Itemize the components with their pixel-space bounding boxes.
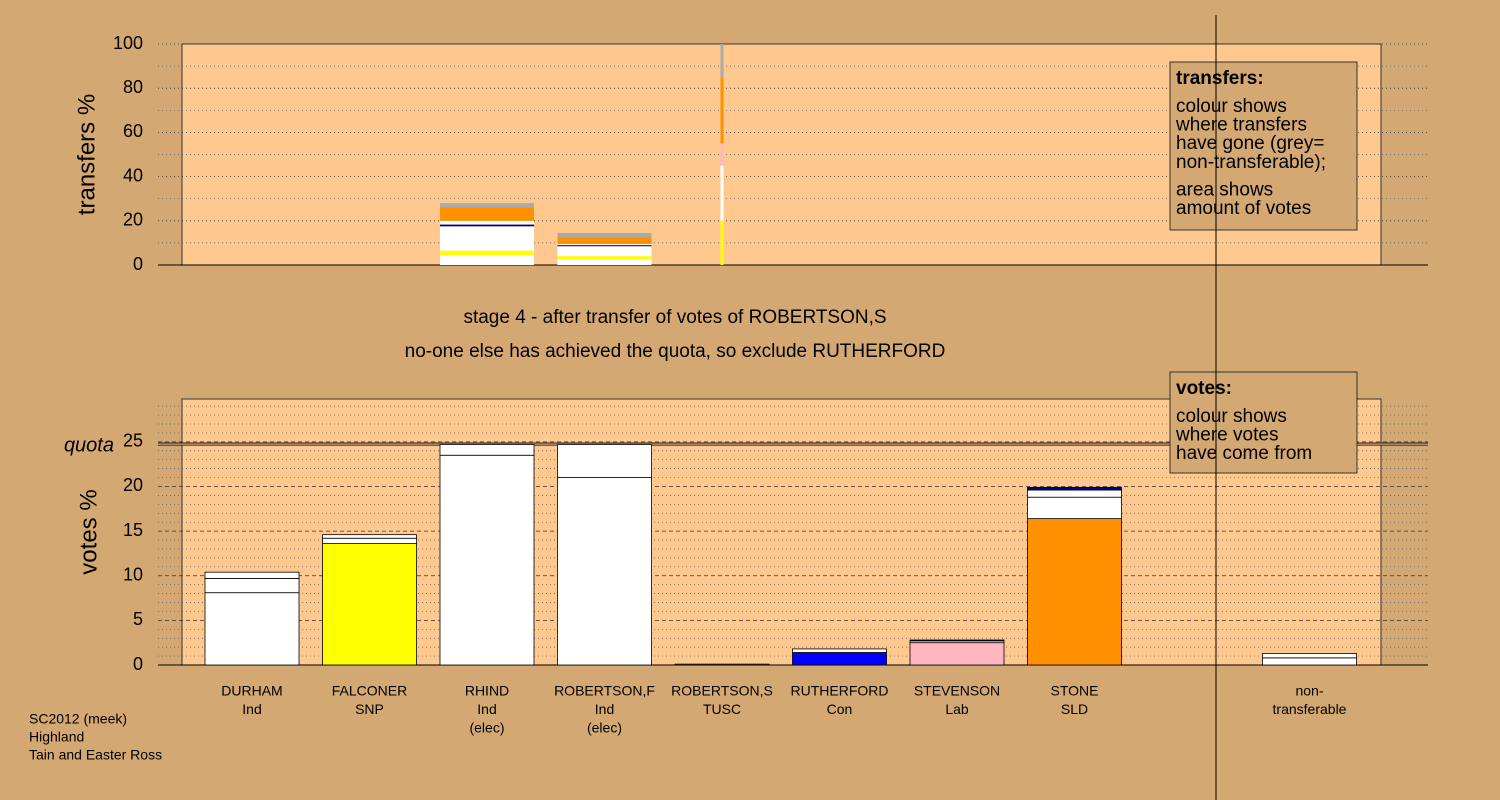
bar-segment	[1027, 496, 1122, 520]
bar-segment	[322, 537, 417, 545]
x-tick-label: RUTHERFORD	[791, 683, 889, 699]
bar-segment	[557, 244, 652, 246]
bar-segment	[557, 256, 652, 260]
y-tick-label: 20	[123, 475, 143, 495]
x-tick-label: FALCONER	[332, 683, 407, 699]
bar-segment	[720, 143, 724, 166]
bar-segment	[440, 255, 534, 265]
bar-segment	[204, 592, 300, 666]
x-tick-label: STONE	[1051, 683, 1099, 699]
x-tick-label: Ind	[595, 701, 614, 717]
x-tick-label: Lab	[945, 701, 969, 717]
x-tick-label: ROBERTSON,F	[554, 683, 655, 699]
bar-segment	[322, 534, 417, 539]
note-line: have come from	[1176, 443, 1312, 464]
y-tick-label: 100	[113, 33, 143, 53]
x-tick-label: Ind	[242, 701, 261, 717]
bar-segment	[909, 642, 1005, 666]
x-tick-label: TUSC	[703, 701, 741, 717]
bar-segment	[557, 477, 652, 666]
bar-segment	[1262, 657, 1357, 666]
x-tick-label: RHIND	[465, 683, 509, 699]
x-tick-label: (elec)	[469, 720, 504, 736]
bar-segment	[720, 220, 724, 265]
note-line: colour shows	[1176, 406, 1287, 427]
bar-segment	[440, 224, 534, 227]
note-box	[1169, 61, 1358, 231]
bar-segment	[1027, 489, 1122, 498]
y-tick-label: 20	[123, 210, 143, 230]
bar-segment	[557, 232, 652, 238]
bar-segment	[1027, 518, 1122, 666]
x-tick-label: SLD	[1061, 701, 1088, 717]
x-tick-label: DURHAM	[221, 683, 282, 699]
y-tick-label: 60	[123, 121, 143, 141]
x-tick-label: Ind	[477, 701, 496, 717]
footer-line: Highland	[29, 729, 84, 745]
x-tick-label: Con	[827, 701, 853, 717]
bar-segment	[720, 165, 724, 221]
note-title: votes:	[1176, 378, 1232, 399]
bar-segment	[440, 220, 534, 225]
bar-segment	[204, 571, 300, 579]
y-tick-label: 0	[133, 254, 143, 274]
y-tick-label: 80	[123, 77, 143, 97]
bar-segment	[792, 652, 887, 666]
footer-line: SC2012 (meek)	[29, 711, 127, 727]
y-axis-label: votes %	[75, 489, 102, 574]
bar-segment	[557, 259, 652, 265]
note-box	[1169, 371, 1358, 474]
note-line: where transfers	[1175, 115, 1307, 136]
y-tick-label: 0	[133, 654, 143, 674]
quota-label: quota	[64, 434, 114, 456]
y-tick-label: 25	[123, 431, 143, 451]
bar-segment	[322, 543, 417, 666]
y-tick-label: 40	[123, 165, 143, 185]
bar-segment	[557, 246, 652, 257]
bar-segment	[557, 245, 652, 247]
bar-segment	[720, 44, 724, 78]
bar-segment	[1262, 652, 1357, 659]
bar-segment	[440, 226, 534, 251]
bar-segment	[1027, 486, 1122, 491]
bar-segment	[439, 454, 535, 666]
footer-line: Tain and Easter Ross	[29, 747, 162, 763]
note-line: area shows	[1176, 179, 1273, 200]
x-tick-label: SNP	[355, 701, 384, 717]
bar-segment	[792, 648, 887, 653]
x-tick-label: (elec)	[587, 720, 622, 736]
x-tick-label: STEVENSON	[914, 683, 1000, 699]
y-axis-label: transfers %	[73, 94, 100, 215]
bar-segment	[557, 237, 652, 245]
note-line: have gone (grey=	[1176, 133, 1324, 154]
y-tick-label: 5	[133, 609, 143, 629]
x-tick-label: transferable	[1273, 701, 1347, 717]
bar-segment	[440, 207, 534, 221]
bar-segment	[674, 663, 770, 666]
bar-segment	[204, 578, 300, 594]
note-line: amount of votes	[1176, 198, 1311, 219]
x-tick-label: ROBERTSON,S	[671, 683, 773, 699]
note-line: non-transferable);	[1176, 152, 1326, 173]
bar-segment	[440, 250, 534, 256]
y-tick-label: 15	[123, 520, 143, 540]
x-tick-label: non-	[1295, 683, 1323, 699]
note-line: colour shows	[1176, 96, 1287, 117]
bar-segment	[439, 444, 535, 456]
caption: stage 4 - after transfer of votes of ROB…	[463, 307, 886, 328]
note-line: where votes	[1175, 425, 1278, 446]
y-tick-label: 10	[123, 564, 143, 584]
note-title: transfers:	[1176, 68, 1264, 89]
bar-segment	[557, 444, 652, 478]
bar-segment	[440, 203, 534, 208]
bar-segment	[909, 639, 1005, 642]
caption: no-one else has achieved the quota, so e…	[405, 341, 946, 362]
bar-segment	[720, 77, 724, 144]
